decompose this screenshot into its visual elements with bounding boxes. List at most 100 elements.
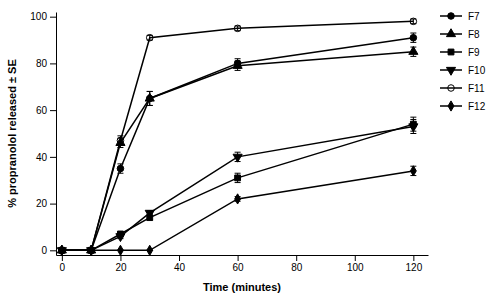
marker (233, 154, 242, 162)
marker (117, 245, 123, 255)
marker (235, 175, 241, 181)
tick: 0 (41, 245, 56, 256)
legend-label: F12 (468, 101, 486, 112)
tick: 20 (36, 198, 56, 209)
marker (409, 46, 418, 54)
legend-symbol (448, 13, 455, 20)
tick: 0 (60, 255, 66, 273)
tick: 40 (36, 152, 56, 163)
tick-label: 120 (406, 262, 423, 273)
legend-item: F11 (440, 83, 485, 94)
tick-label: 20 (115, 262, 127, 273)
error-bar (235, 26, 241, 31)
tick-label: 60 (233, 262, 245, 273)
chart-container: 020406080100120020406080100Time (minutes… (0, 0, 500, 299)
legend-item: F9 (440, 47, 480, 58)
series (57, 119, 418, 255)
tick-label: 40 (36, 152, 48, 163)
series (59, 18, 417, 254)
marker (409, 124, 418, 132)
legend-label: F8 (468, 29, 480, 40)
tick-mark (50, 17, 56, 18)
error-bar (147, 35, 153, 40)
marker (117, 165, 124, 172)
marker (116, 234, 125, 242)
tick-label: 100 (30, 11, 47, 22)
series (57, 46, 418, 253)
error-bar (410, 19, 416, 24)
tick-label: 20 (36, 198, 48, 209)
tick: 80 (36, 58, 56, 69)
legend: F7 F8 F9 F10 F11 F12 (440, 11, 486, 112)
tick: 60 (36, 105, 56, 116)
marker (235, 194, 241, 204)
chart: 020406080100120020406080100Time (minutes… (0, 0, 500, 299)
x-axis: 0 20 40 60 80 100 120 (57, 255, 429, 273)
legend-item: F7 (440, 11, 480, 22)
legend-symbol (448, 85, 455, 92)
legend-label: F10 (468, 65, 486, 76)
tick-mark (179, 255, 180, 261)
marker (410, 166, 416, 176)
tick-label: 80 (36, 58, 48, 69)
plot: 020406080100120020406080100Time (minutes… (6, 11, 429, 293)
series-line (62, 126, 413, 250)
series-line (62, 38, 413, 251)
legend-item: F10 (440, 65, 486, 76)
series (59, 117, 416, 253)
error-bar (235, 173, 241, 182)
legend-label: F7 (468, 11, 480, 22)
legend-symbol (446, 29, 455, 37)
series-line (62, 124, 413, 250)
tick: 80 (291, 255, 303, 273)
marker (410, 34, 417, 41)
error-bar (410, 166, 416, 175)
marker (145, 93, 154, 101)
marker (410, 18, 417, 25)
tick-mark (238, 255, 239, 261)
marker (146, 34, 153, 41)
marker (117, 137, 124, 144)
marker (59, 245, 65, 255)
tick-label: 100 (347, 262, 364, 273)
legend-line (440, 87, 462, 89)
y-axis-title: % propranolol released ± SE (6, 59, 18, 207)
legend-symbol (446, 67, 455, 75)
tick: 100 (347, 255, 364, 273)
axis-line (57, 255, 429, 256)
tick: 40 (174, 255, 186, 273)
error-bar (117, 136, 123, 145)
series (59, 166, 416, 256)
axis-line (56, 13, 57, 256)
tick-mark (50, 63, 56, 64)
series-line (62, 171, 413, 250)
marker (88, 245, 94, 255)
tick-mark (50, 110, 56, 111)
error-bar (117, 164, 123, 173)
tick-label: 80 (291, 262, 303, 273)
legend-symbol (448, 49, 454, 55)
tick: 100 (30, 11, 56, 22)
tick-mark (50, 204, 56, 205)
tick: 60 (233, 255, 245, 273)
tick-label: 0 (60, 262, 66, 273)
tick-label: 40 (174, 262, 186, 273)
tick-label: 60 (36, 105, 48, 116)
y-axis: 0 20 40 60 80 100 (30, 11, 56, 256)
legend-label: F9 (468, 47, 480, 58)
tick-mark (50, 250, 56, 251)
marker (234, 25, 241, 32)
legend-label: F11 (468, 83, 485, 94)
legend-item: F12 (440, 101, 486, 112)
tick-mark (50, 157, 56, 158)
legend-symbol (448, 101, 454, 111)
series-line (62, 52, 413, 251)
marker (145, 210, 154, 218)
tick-mark (413, 255, 414, 261)
tick: 20 (115, 255, 127, 273)
marker (233, 60, 242, 68)
tick-label: 0 (41, 245, 47, 256)
series (59, 33, 417, 254)
marks (57, 18, 418, 256)
series-line (62, 21, 413, 250)
